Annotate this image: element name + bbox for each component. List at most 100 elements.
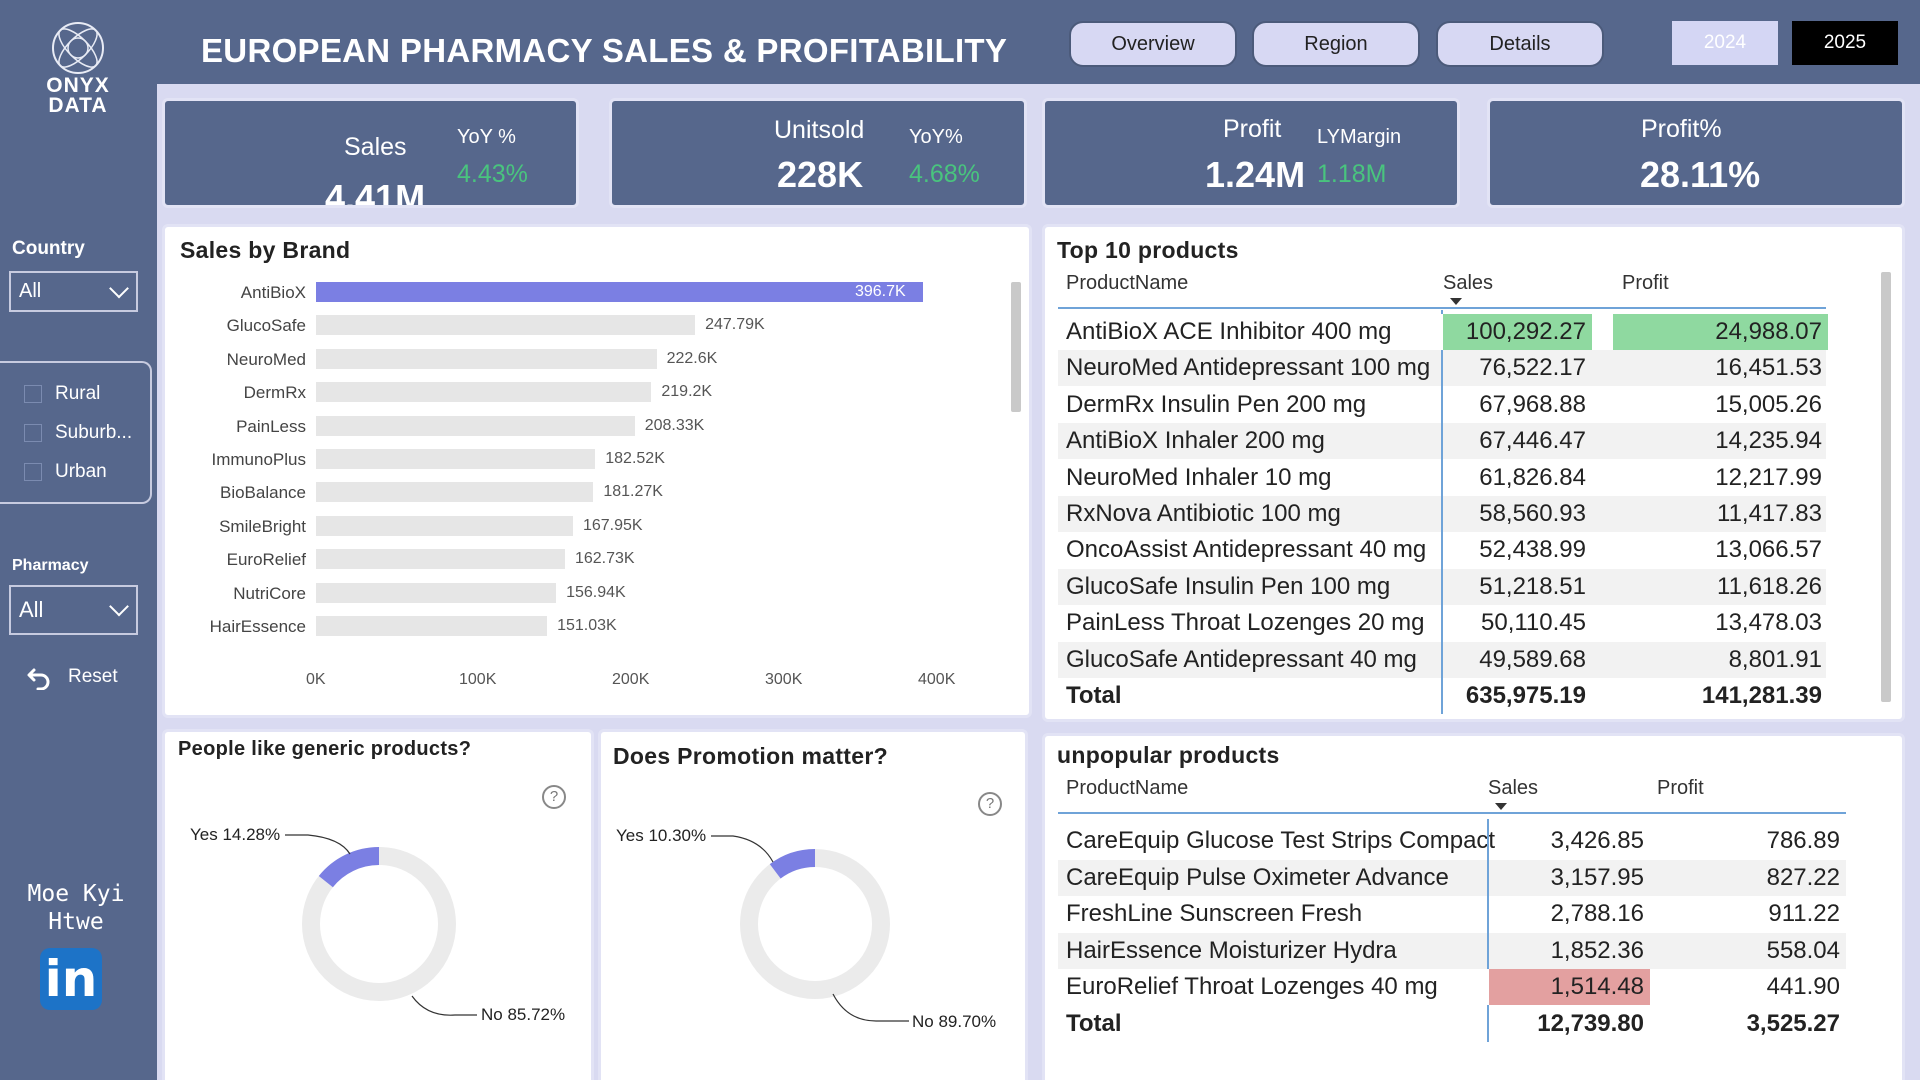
checkbox[interactable] [24,385,42,403]
sales-cell: 3,157.95 [1550,863,1644,891]
product-name-cell: Total [1066,682,1122,709]
product-name-cell: GlucoSafe Insulin Pen 100 mg [1066,572,1391,600]
page-title: EUROPEAN PHARMACY SALES & PROFITABILITY [201,32,1008,69]
bar-value-label: 181.27K [603,483,663,501]
bar-value-label: 219.2K [661,383,713,401]
country-label: Country [12,238,85,259]
panel-title: People like generic products? [178,738,472,760]
bar-value-label: 162.73K [574,550,635,568]
product-name-cell: CareEquip Pulse Oximeter Advance [1066,863,1449,891]
product-name-cell: HairEssence Moisturizer Hydra [1066,936,1397,964]
bar [316,382,652,403]
kpi-units-label: Unitsold [774,116,865,144]
column-header[interactable]: Profit [1622,272,1669,294]
column-header[interactable]: ProductName [1066,272,1189,294]
donut-yes-label: Yes 10.30% [616,826,707,845]
sales-cell: 50,110.45 [1481,609,1586,637]
bar [316,482,594,503]
donut-slice-yes[interactable] [318,847,380,888]
sales-cell: 1,852.36 [1550,936,1644,964]
column-header[interactable]: ProductName [1066,777,1189,799]
slicer-item-label: Urban [55,461,107,482]
panel-title: Does Promotion matter? [613,743,888,769]
column-header[interactable]: Sales [1443,272,1494,294]
nav-overview-button[interactable]: Overview [1069,21,1237,67]
profit-cell: 827.22 [1766,863,1840,891]
column-header[interactable]: Sales [1488,777,1539,799]
product-name-cell: Total [1066,1009,1122,1037]
country-select[interactable]: All [9,271,138,312]
pharmacy-select[interactable]: All [9,585,138,635]
sales-cell: 52,438.99 [1479,536,1586,564]
sales-cell: 58,560.93 [1479,500,1586,527]
bar-value-label: 208.33K [644,416,705,434]
year-2025-button[interactable]: 2025 [1792,21,1898,65]
bar [316,582,557,603]
profit-cell: 558.04 [1766,936,1840,964]
kpi-sales-value: 4.41M [325,177,426,208]
panel-title: Sales by Brand [180,237,351,263]
onyx-logo-icon [52,22,104,74]
unpopular-products-panel: unpopular products ProductName Sales Profi… [1042,733,1905,1080]
profit-cell: 441.90 [1766,973,1840,1000]
reset-button[interactable]: Reset [26,664,118,690]
donut-yes-label: Yes 14.28% [190,825,281,844]
kpi-profit-ly-label: LYMargin [1317,126,1402,148]
table-row[interactable]: EuroRelief Throat Lozenges 40 mg 1,514.48… [1058,969,1846,1005]
nav-region-button[interactable]: Region [1252,21,1420,67]
table-row[interactable]: FreshLine Sunscreen Fresh 2,788.16 911.22 [1058,896,1846,932]
profit-cell: 13,066.57 [1715,536,1822,564]
table-row[interactable]: AntiBioX ACE Inhibitor 400 mg 100,292.27 2… [1058,314,1828,350]
slicer-item-rural[interactable]: Rural [24,383,100,405]
kpi-profit-label: Profit [1223,115,1282,143]
help-icon[interactable]: ? [978,792,1002,816]
product-name-cell: OncoAssist Antidepressant 40 mg [1066,536,1427,564]
bar-category-label: HairEssence [209,617,306,636]
cell-highlight [1489,969,1650,1005]
area-slicer: Rural Suburb... Urban [0,361,152,504]
bar-value-label: 182.52K [605,450,665,467]
header-bar: EUROPEAN PHARMACY SALES & PROFITABILITY … [157,0,1920,84]
linkedin-icon[interactable]: in [40,948,102,1010]
checkbox[interactable] [24,463,42,481]
bar-category-label: AntiBioX [240,283,306,302]
column-header[interactable]: Profit [1657,777,1704,799]
bar-value-label: 151.03K [557,617,617,634]
table-header [1058,772,1846,814]
scrollbar-thumb[interactable] [1881,272,1891,702]
bar-value-label: 156.94K [566,583,626,601]
sales-cell: 12,739.80 [1537,1009,1644,1037]
donut-slice-no[interactable] [740,849,890,999]
reset-label: Reset [68,666,118,687]
kpi-sales-label: Sales [344,133,407,161]
bar [316,549,565,570]
table-header [1058,267,1826,309]
sales-cell: 2,788.16 [1550,900,1644,927]
kpi-sales-yoy-label: YoY % [457,126,516,148]
checkbox[interactable] [24,424,42,442]
slicer-item-label: Suburb... [55,422,133,443]
sales-cell: 100,292.27 [1465,318,1586,345]
scrollbar-thumb[interactable] [1011,282,1021,412]
leader-line [832,993,909,1022]
profit-cell: 12,217.99 [1715,463,1822,491]
kpi-profit-value: 1.24M [1205,154,1306,195]
kpi-profit-ly-value: 1.18M [1317,160,1387,188]
product-name-cell: AntiBioX Inhaler 200 mg [1066,427,1325,455]
nav-details-button[interactable]: Details [1436,21,1604,67]
product-name-cell: GlucoSafe Antidepressant 40 mg [1066,645,1417,673]
panel-title: unpopular products [1057,742,1280,768]
product-name-cell: FreshLine Sunscreen Fresh [1066,900,1363,927]
cell-highlight [1613,314,1828,350]
donut-slice-yes[interactable] [769,849,816,879]
table-row[interactable]: CareEquip Pulse Oximeter Advance 3,157.95… [1058,859,1846,896]
sidebar: ONYX DATA Country All Rural Suburb... Ur… [0,0,157,1080]
slicer-item-suburban[interactable]: Suburb... [24,422,132,444]
author-line-1: Moe Kyi [27,881,125,907]
table-row[interactable]: HairEssence Moisturizer Hydra 1,852.36 558… [1058,932,1846,969]
help-icon[interactable]: ? [542,785,566,809]
table-row[interactable]: CareEquip Glucose Test Strips Compact 3,4… [1058,823,1846,859]
slicer-item-urban[interactable]: Urban [24,461,107,483]
year-2024-button[interactable]: 2024 [1672,21,1778,65]
chevron-down-icon [109,278,129,298]
